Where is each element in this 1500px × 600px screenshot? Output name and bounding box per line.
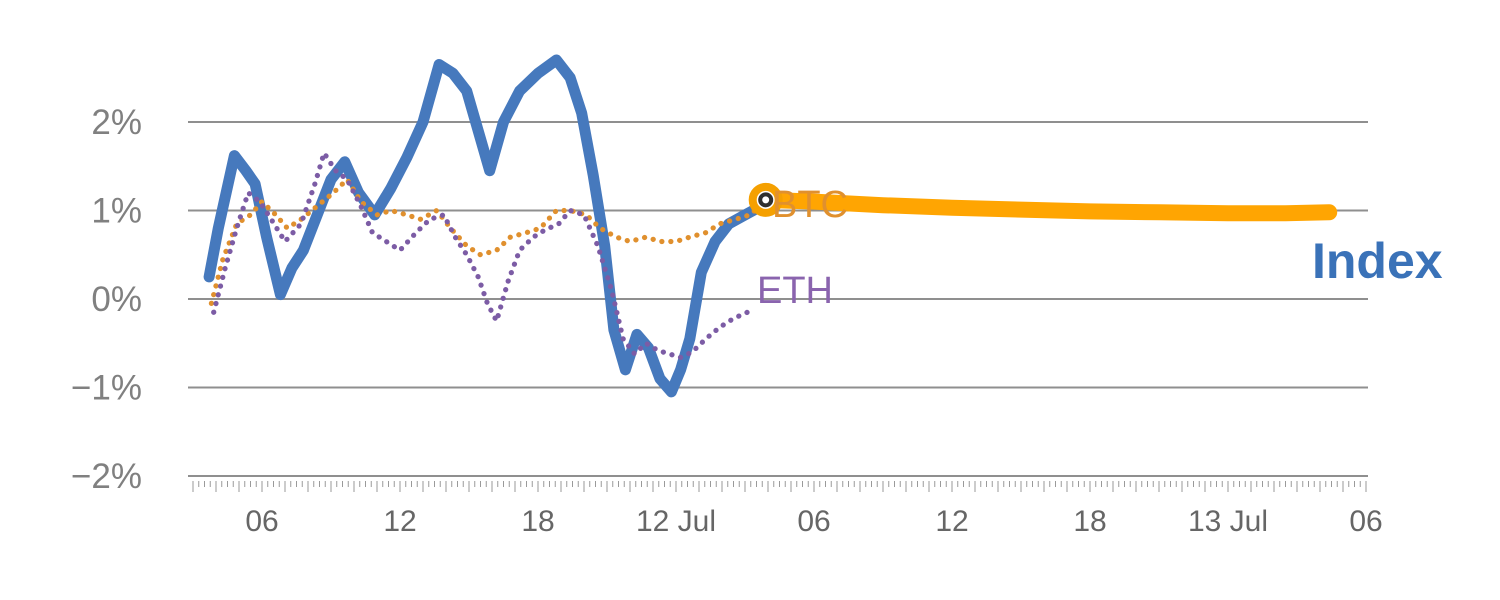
y-tick-label: 1% bbox=[91, 192, 142, 231]
index-series-label: Index bbox=[1312, 233, 1443, 289]
eth-series-label: ETH bbox=[757, 270, 833, 312]
x-tick-label: 06 bbox=[797, 505, 830, 538]
x-tick-label: 18 bbox=[1073, 505, 1106, 538]
btc-line bbox=[208, 176, 767, 306]
x-tick-label: 06 bbox=[245, 505, 278, 538]
y-tick-label: −1% bbox=[71, 369, 142, 408]
index-line bbox=[203, 54, 762, 398]
btc-series-label: BTC bbox=[772, 184, 848, 226]
y-tick-label: −2% bbox=[71, 457, 142, 496]
y-tick-label: 2% bbox=[91, 103, 142, 142]
x-tick-label: 12 Jul bbox=[636, 505, 716, 538]
btc-endpoint-marker-center bbox=[758, 192, 774, 208]
x-tick-label: 13 Jul bbox=[1188, 505, 1268, 538]
x-tick-label: 18 bbox=[521, 505, 554, 538]
x-tick-label: 12 bbox=[935, 505, 968, 538]
x-tick-label: 06 bbox=[1349, 505, 1382, 538]
x-tick-label: 12 bbox=[383, 505, 416, 538]
eth-line bbox=[211, 150, 750, 360]
btc-continued-line bbox=[760, 191, 1338, 222]
y-tick-label: 0% bbox=[91, 280, 142, 319]
